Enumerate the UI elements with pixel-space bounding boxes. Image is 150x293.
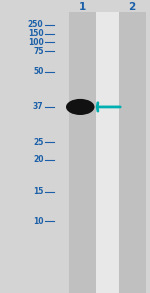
- Text: 15: 15: [33, 188, 43, 196]
- Bar: [118, 12, 146, 293]
- Text: 100: 100: [28, 38, 44, 47]
- Text: 250: 250: [28, 21, 44, 29]
- Text: 10: 10: [33, 217, 44, 226]
- Text: 2: 2: [128, 2, 136, 12]
- Text: 25: 25: [33, 138, 43, 146]
- Bar: [69, 12, 96, 293]
- Text: 50: 50: [33, 67, 43, 76]
- Bar: [96, 12, 118, 293]
- Text: 20: 20: [33, 155, 44, 164]
- Text: 1: 1: [79, 2, 86, 12]
- Text: 37: 37: [33, 103, 44, 111]
- Ellipse shape: [66, 99, 94, 115]
- Text: 150: 150: [28, 29, 44, 38]
- Text: 75: 75: [33, 47, 44, 56]
